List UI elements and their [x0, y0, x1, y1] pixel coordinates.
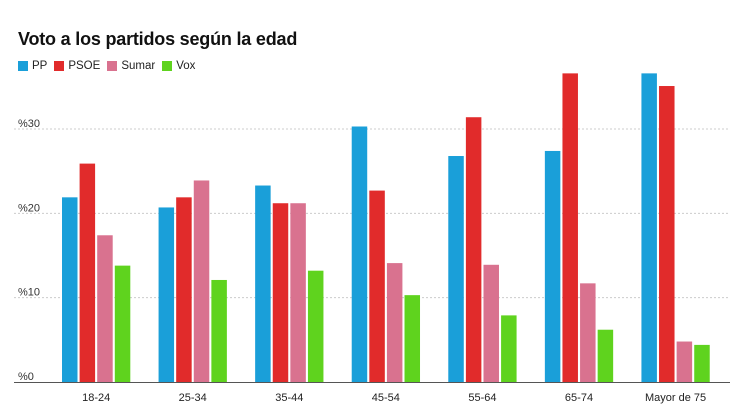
bar-psoe-4	[465, 117, 482, 382]
y-tick-label: %30	[18, 118, 40, 130]
bar-pp-5	[544, 150, 561, 382]
bar-psoe-1	[176, 197, 192, 382]
bar-sumar-4	[483, 264, 499, 382]
y-tick-label: %10	[18, 287, 40, 299]
legend-item-vox: Vox	[162, 60, 195, 72]
bar-vox-4	[501, 315, 517, 382]
x-tick-label: Mayor de 75	[645, 392, 706, 404]
legend-label-vox: Vox	[176, 60, 196, 72]
bar-vox-3	[404, 295, 421, 382]
legend-label-pp: PP	[32, 60, 48, 72]
x-tick-label: 45-54	[372, 392, 400, 404]
x-tick-label: 25-34	[179, 392, 207, 404]
bar-vox-5	[597, 329, 614, 382]
bar-sumar-3	[386, 263, 403, 382]
chart-title: Voto a los partidos según la edad	[18, 29, 298, 49]
x-tick-label: 35-44	[275, 392, 303, 404]
bar-psoe-2	[272, 203, 289, 382]
legend-label-sumar: Sumar	[121, 60, 156, 72]
legend-swatch-pp	[18, 61, 28, 71]
legend-swatch-sumar	[107, 61, 118, 71]
bar-pp-3	[351, 126, 368, 382]
bar-sumar-0	[97, 235, 113, 382]
bar-sumar-2	[290, 203, 306, 382]
bar-vox-1	[211, 279, 227, 382]
legend: PP PSOE Sumar Vox	[18, 60, 202, 72]
bar-pp-0	[62, 197, 78, 382]
bar-psoe-0	[79, 163, 96, 382]
legend-item-pp: PP	[18, 60, 47, 72]
y-tick-label: %20	[18, 202, 40, 214]
x-tick-label: 18-24	[82, 392, 110, 404]
bar-sumar-6	[676, 341, 693, 382]
y-tick-label: %0	[18, 371, 34, 383]
bar-psoe-6	[659, 86, 675, 383]
bar-pp-4	[448, 156, 464, 382]
bar-psoe-5	[562, 73, 578, 382]
legend-item-psoe: PSOE	[54, 60, 100, 72]
legend-swatch-vox	[162, 61, 173, 71]
bar-pp-2	[255, 185, 271, 382]
bar-vox-2	[307, 270, 324, 382]
bar-vox-0	[114, 265, 131, 382]
bar-sumar-5	[580, 283, 596, 382]
x-tick-label: 65-74	[565, 392, 593, 404]
bar-pp-1	[158, 207, 175, 382]
legend-label-psoe: PSOE	[68, 60, 101, 72]
bar-psoe-3	[369, 190, 385, 382]
bar-pp-6	[641, 73, 657, 382]
x-tick-label: 55-64	[468, 392, 496, 404]
bar-sumar-1	[193, 180, 210, 382]
legend-swatch-psoe	[54, 61, 65, 71]
legend-item-sumar: Sumar	[107, 60, 155, 72]
bar-vox-6	[694, 344, 710, 382]
